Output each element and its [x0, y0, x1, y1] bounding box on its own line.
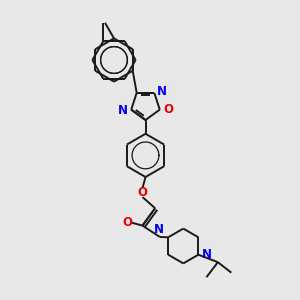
Text: N: N — [202, 248, 212, 261]
Text: N: N — [157, 85, 167, 98]
Text: O: O — [163, 103, 173, 116]
Text: O: O — [122, 216, 132, 229]
Text: N: N — [154, 223, 164, 236]
Text: N: N — [118, 104, 128, 117]
Text: O: O — [137, 186, 148, 199]
